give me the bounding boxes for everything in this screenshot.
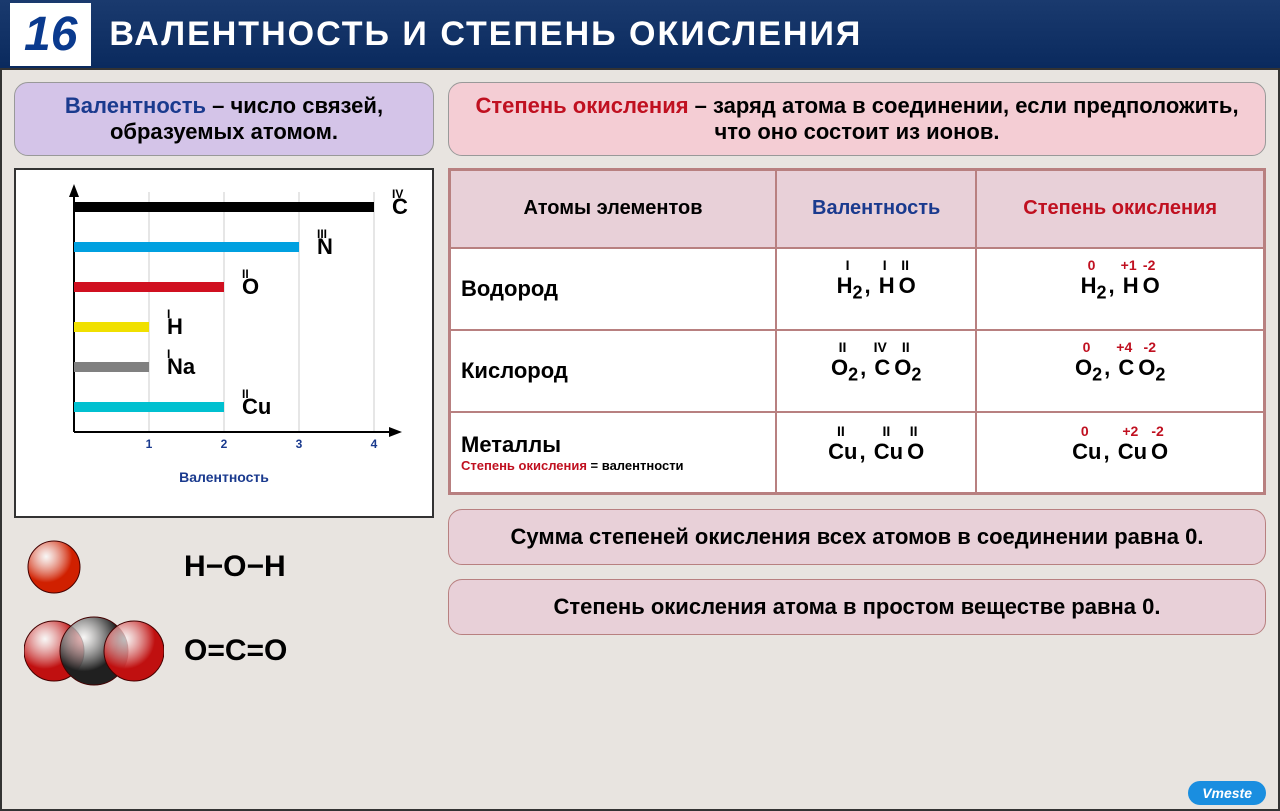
svg-text:II: II xyxy=(242,387,249,401)
valency-chart: 1234CIVNIIIOIIHINaICuII Валентность xyxy=(14,168,434,518)
watermark: Vmeste xyxy=(1188,781,1266,805)
lesson-number: 16 xyxy=(10,3,91,66)
svg-text:II: II xyxy=(242,267,249,281)
definition-oxidation: Степень окисления – заряд атома в соедин… xyxy=(448,82,1266,156)
svg-text:IV: IV xyxy=(392,187,403,201)
svg-text:Na: Na xyxy=(167,354,196,379)
comparison-table: Атомы элементов Валентность Степень окис… xyxy=(448,168,1266,495)
svg-text:2: 2 xyxy=(221,437,228,451)
table-row: МеталлыСтепень окисления = валентностиII… xyxy=(450,412,1265,494)
table-row: ВодородIH2, IHIIO0H2, +1H-2O xyxy=(450,248,1265,330)
svg-text:I: I xyxy=(167,307,170,321)
molecule-water: H−O−H xyxy=(14,532,434,602)
content-area: Валентность – число связей, образуемых а… xyxy=(0,68,1280,811)
definition-valency: Валентность – число связей, образуемых а… xyxy=(14,82,434,156)
molecule-co2: O=C=O xyxy=(14,616,434,686)
svg-text:3: 3 xyxy=(296,437,303,451)
table-row: КислородIIO2, IVCIIO20O2, +4C-2O2 xyxy=(450,330,1265,412)
svg-text:I: I xyxy=(167,347,170,361)
svg-text:III: III xyxy=(317,227,327,241)
svg-text:4: 4 xyxy=(371,437,378,451)
svg-text:1: 1 xyxy=(146,437,153,451)
rule-simple: Степень окисления атома в простом вещест… xyxy=(448,579,1266,635)
page-header: 16 ВАЛЕНТНОСТЬ И СТЕПЕНЬ ОКИСЛЕНИЯ xyxy=(0,0,1280,68)
page-title: ВАЛЕНТНОСТЬ И СТЕПЕНЬ ОКИСЛЕНИЯ xyxy=(109,15,862,54)
rule-sum: Сумма степеней окисления всех атомов в с… xyxy=(448,509,1266,565)
